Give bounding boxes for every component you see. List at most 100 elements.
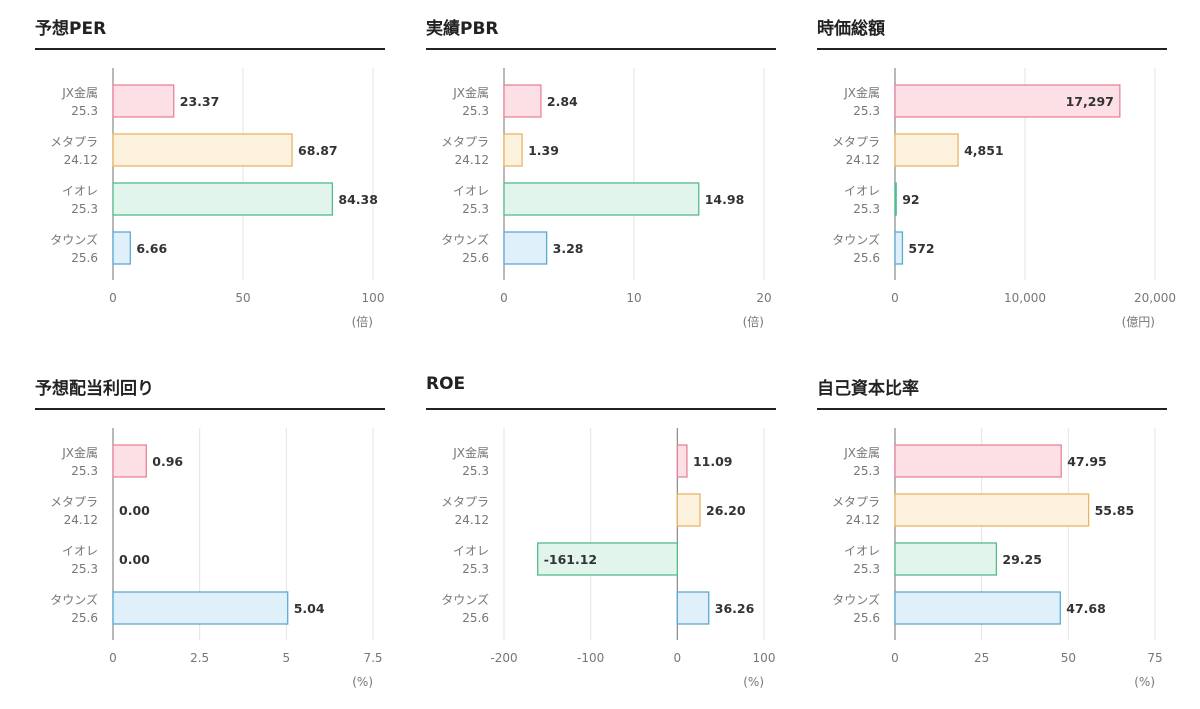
- bar: [112, 231, 131, 265]
- x-tick-label: 75: [1147, 651, 1162, 665]
- category-period-label: 25.6: [71, 251, 98, 265]
- value-label: 14.98: [705, 192, 745, 207]
- category-period-label: 25.3: [853, 104, 880, 118]
- value-label: 68.87: [298, 143, 338, 158]
- chart-title: 自己資本比率: [817, 379, 919, 399]
- bar: [894, 84, 1121, 118]
- category-period-label: 25.3: [462, 464, 489, 478]
- category-label: イオレ: [844, 184, 880, 198]
- chart-title: 時価総額: [817, 19, 885, 39]
- x-tick-label: 0: [109, 291, 117, 305]
- category-period-label: 24.12: [846, 153, 880, 167]
- value-label: 55.85: [1095, 503, 1135, 518]
- value-label: 0.96: [152, 454, 183, 469]
- x-tick-label: -100: [577, 651, 604, 665]
- category-label: タウンズ: [50, 232, 98, 247]
- category-period-label: 25.6: [853, 251, 880, 265]
- value-label: 0.00: [119, 552, 150, 567]
- category-period-label: 25.3: [462, 202, 489, 216]
- bar: [894, 444, 1062, 478]
- x-tick-label: 10,000: [1004, 291, 1046, 305]
- category-period-label: 25.3: [71, 202, 98, 216]
- category-label: メタプラ: [832, 135, 880, 149]
- bar-chart-pbr: 0 10 20 (倍) JX金属 25.3 2.84 メタプラ 24.12 1.39 イオレ 25.3…: [441, 68, 772, 329]
- chart-title: ROE: [426, 374, 466, 394]
- x-tick-label: 7.5: [363, 651, 382, 665]
- x-tick-label: 25: [974, 651, 989, 665]
- category-period-label: 25.3: [462, 562, 489, 576]
- value-label: 11.09: [693, 454, 733, 469]
- category-period-label: 25.6: [462, 611, 489, 625]
- x-tick-label: 10: [626, 291, 641, 305]
- category-label: メタプラ: [50, 135, 98, 149]
- value-label: 26.20: [706, 503, 746, 518]
- value-label: 4,851: [964, 143, 1004, 158]
- x-tick-label: 0: [674, 651, 682, 665]
- category-period-label: 25.6: [853, 611, 880, 625]
- title-divider: [426, 408, 776, 410]
- category-label: タウンズ: [441, 592, 489, 607]
- chart-title: 予想配当利回り: [35, 379, 154, 399]
- category-period-label: 25.3: [71, 104, 98, 118]
- title-divider: [426, 48, 776, 50]
- category-label: タウンズ: [50, 592, 98, 607]
- x-tick-label: 100: [362, 291, 385, 305]
- x-tick-label: 50: [1061, 651, 1076, 665]
- category-label: タウンズ: [832, 232, 880, 247]
- value-label: 47.68: [1066, 601, 1106, 616]
- value-label: 23.37: [180, 94, 220, 109]
- value-label: -161.12: [544, 552, 597, 567]
- category-label: イオレ: [453, 544, 489, 558]
- x-tick-label: -200: [490, 651, 517, 665]
- bar: [894, 542, 998, 576]
- bar: [894, 231, 904, 265]
- chart-panel-pbr: 実績PBR 0 10 20 (倍) JX金属 25.3 2.84 メタプラ 24.12 1.39 イ…: [426, 0, 776, 329]
- x-axis-unit-label: (倍): [743, 314, 764, 329]
- value-label: 2.84: [547, 94, 578, 109]
- x-axis-unit-label: (%): [743, 675, 764, 689]
- value-label: 572: [908, 241, 934, 256]
- bar: [112, 133, 293, 167]
- value-label: 1.39: [528, 143, 559, 158]
- category-label: メタプラ: [441, 135, 489, 149]
- x-axis-unit-label: (倍): [352, 314, 373, 329]
- value-label: 84.38: [338, 192, 378, 207]
- category-label: イオレ: [62, 544, 98, 558]
- chart-panel-roe: ROE -200 -100 0 100 (%) JX金属 25.3 11.09 メタプラ 24.1…: [426, 360, 776, 689]
- category-label: JX金属: [843, 85, 880, 100]
- bar: [676, 444, 688, 478]
- bar-chart-equity-ratio: 0 25 50 75 (%) JX金属 25.3 47.95 メタプラ 24.12 55.85 イオレ…: [832, 428, 1163, 689]
- bar-chart-per: 0 50 100 (倍) JX金属 25.3 23.37 メタプラ 24.12 68.87 イオレ 2…: [50, 68, 385, 329]
- category-label: イオレ: [453, 184, 489, 198]
- category-period-label: 25.3: [853, 464, 880, 478]
- value-label: 92: [902, 192, 919, 207]
- x-axis-unit-label: (億円): [1122, 315, 1155, 329]
- bar-chart-roe: -200 -100 0 100 (%) JX金属 25.3 11.09 メタプラ 24.12 26.…: [441, 428, 776, 689]
- bar: [112, 444, 147, 478]
- x-tick-label: 2.5: [190, 651, 209, 665]
- category-period-label: 25.6: [462, 251, 489, 265]
- x-tick-label: 5: [283, 651, 291, 665]
- value-label: 5.04: [294, 601, 325, 616]
- x-axis-unit-label: (%): [352, 675, 373, 689]
- bar: [676, 493, 701, 527]
- category-period-label: 25.6: [71, 611, 98, 625]
- value-label: 6.66: [136, 241, 167, 256]
- category-period-label: 25.3: [71, 562, 98, 576]
- bar: [503, 133, 523, 167]
- x-axis-unit-label: (%): [1134, 675, 1155, 689]
- category-label: タウンズ: [441, 232, 489, 247]
- value-label: 36.26: [715, 601, 755, 616]
- chart-title: 実績PBR: [426, 19, 499, 39]
- category-period-label: 24.12: [64, 153, 98, 167]
- category-period-label: 25.3: [853, 202, 880, 216]
- bar: [537, 542, 678, 576]
- bar: [112, 84, 175, 118]
- title-divider: [35, 408, 385, 410]
- bar: [503, 231, 548, 265]
- x-tick-label: 100: [753, 651, 776, 665]
- category-label: JX金属: [61, 85, 98, 100]
- bar-chart-dividend-yield: 0 2.5 5 7.5 (%) JX金属 25.3 0.96 メタプラ 24.12 0.00 イオレ 2…: [50, 428, 383, 689]
- category-label: JX金属: [452, 85, 489, 100]
- chart-panel-market-cap: 時価総額 0 10,000 20,000 (億円) JX金属 25.3 17,297 メタプラ…: [817, 0, 1176, 329]
